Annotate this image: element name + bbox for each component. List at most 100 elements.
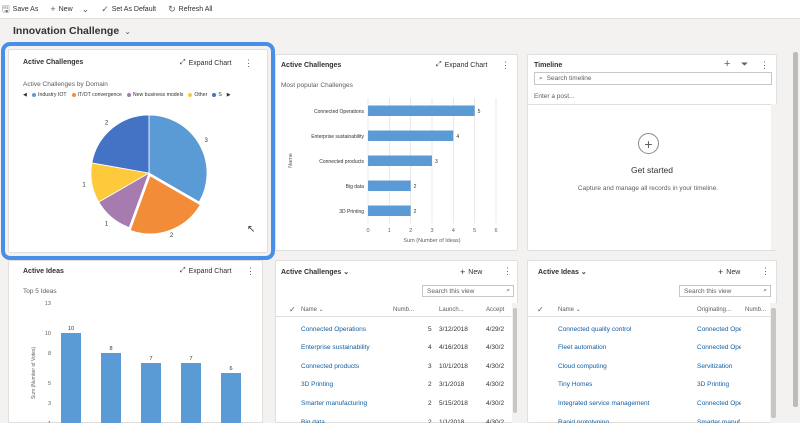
table-row[interactable]: Connected quality control Connected Ope [528,323,763,335]
more-options-icon[interactable]: ⋮ [761,266,770,276]
table-cell[interactable]: Connected quality control [558,325,632,333]
expand-chart-button[interactable]: ⤢ Expand Chart [180,267,232,275]
table-cell[interactable]: Big data [301,418,325,423]
column-header-launch[interactable]: Launch... [439,306,464,313]
set-as-default-button[interactable]: ✓ Set As Default [101,3,157,14]
pie-slice[interactable] [91,114,150,174]
column-header-number[interactable]: Numb... [393,306,415,313]
pie-slice[interactable] [148,114,208,203]
table-row[interactable]: Big data 2 1/1/2018 4/30/2 [276,416,511,423]
table-row[interactable]: Integrated service management Connected O… [528,397,763,409]
legend-swatch [71,93,76,97]
pie-slice[interactable] [129,175,201,235]
new-record-button[interactable]: + New [718,267,741,277]
scrollbar-thumb[interactable] [771,308,776,418]
new-record-button[interactable]: + New [460,267,483,277]
category-label: Big data [346,184,365,190]
bar[interactable] [61,333,81,423]
cursor-icon: ↖ [247,224,256,235]
column-header-accept[interactable]: Accept [486,306,505,313]
more-options-icon[interactable]: ⋮ [501,60,510,70]
bar[interactable] [368,205,411,217]
view-selector[interactable]: Active Ideas ⌄ [538,269,587,276]
bar[interactable] [368,155,432,167]
table-cell[interactable]: Smarter manufacturing [301,399,368,407]
table-row[interactable]: Cloud computing Servitization [528,360,763,372]
scrollbar[interactable] [771,104,777,250]
legend-item[interactable]: S [212,92,222,98]
view-selector[interactable]: Active Challenges ⌄ [281,269,350,276]
table-cell[interactable]: Tiny Homes [558,381,593,389]
table-cell[interactable]: Fleet automation [558,344,607,352]
more-options-icon[interactable]: ⋮ [246,266,255,276]
table-row[interactable]: Tiny Homes 3D Printing [528,379,763,391]
x-tick-label: 3 [430,228,433,234]
dashboard-selector[interactable]: Innovation Challenge ⌄ [13,25,131,37]
filter-icon[interactable]: ⏷ [741,59,749,69]
table-cell[interactable]: Integrated service management [558,399,650,407]
more-options-icon[interactable]: ⋮ [244,58,253,68]
refresh-all-button[interactable]: ↻ Refresh All [168,3,213,14]
table-cell: 4 [428,344,432,352]
table-row[interactable]: Connected Operations 5 3/12/2018 4/29/2 [276,323,511,335]
more-options-icon[interactable]: ⋮ [760,60,769,70]
column-header-name[interactable]: Name ⌄ [301,307,324,313]
scrollbar-thumb[interactable] [513,308,517,413]
column-header-name[interactable]: Name ⌄ [558,307,581,313]
add-icon[interactable]: + [724,58,731,70]
table-row[interactable]: Rapid prototyping Smarter manuf [528,416,763,423]
legend-swatch [188,93,193,97]
save-as-button[interactable]: 🖫 Save As [2,3,39,14]
select-all-checkbox[interactable]: ✓ [289,305,296,314]
select-all-checkbox[interactable]: ✓ [537,305,544,314]
bar-data-label: 7 [149,356,152,362]
table-cell[interactable]: Rapid prototyping [558,418,609,423]
page-title: Innovation Challenge [13,25,120,37]
table-row[interactable]: Connected products 3 10/1/2018 4/30/2 [276,360,511,372]
more-options-icon[interactable]: ⋮ [503,266,512,276]
grid-search-input[interactable]: Search this view ⌕ [422,285,514,297]
legend-item[interactable]: IT/OT convergence [71,92,122,98]
new-button[interactable]: + New ⌄ [50,3,90,14]
legend-label: New business models [132,92,184,98]
x-axis-title: Sum (Number of Ideas) [403,238,460,243]
legend-item[interactable]: New business models [126,92,184,98]
expand-chart-button[interactable]: ⤢ Expand Chart [436,61,488,69]
bar[interactable] [181,363,201,423]
legend-item[interactable]: Other [188,92,207,98]
bar[interactable] [368,105,475,117]
pie-data-label: 2 [170,233,174,239]
table-row[interactable]: Fleet automation Connected Ope [528,342,763,354]
table-cell: 4/16/2018 [439,344,468,352]
timeline-search-input[interactable]: ⌕ Search timeline [534,72,772,85]
column-header-originating[interactable]: Originating... [697,306,732,313]
legend-item[interactable]: Industry IOT [32,92,67,98]
bar[interactable] [141,363,161,423]
get-started-add-icon[interactable]: + [638,133,659,154]
grid-search-input[interactable]: Search this view ⌕ [679,285,771,297]
bar[interactable] [101,353,121,423]
table-cell[interactable]: Cloud computing [558,362,607,370]
bar[interactable] [368,130,454,142]
popular-challenges-chart-card: Active Challenges ⤢ Expand Chart ⋮ Most p… [275,54,518,251]
post-input[interactable]: Enter a post... [534,93,575,100]
expand-chart-button[interactable]: ⤢ Expand Chart [180,59,232,67]
table-cell[interactable]: Connected Operations [301,325,367,333]
legend-next-icon[interactable]: ▶ [226,92,231,98]
active-challenges-pie-card[interactable]: Active Challenges ⤢ Expand Chart ⋮ Active… [1,42,275,260]
table-row[interactable]: Enterprise sustainability 4 4/16/2018 4/30/… [276,342,511,354]
table-row[interactable]: Smarter manufacturing 2 5/15/2018 4/30/2 [276,397,511,409]
table-cell[interactable]: Connected products [301,362,360,370]
card-title: Active Ideas [23,268,64,275]
table-cell[interactable]: Enterprise sustainability [301,344,370,352]
column-header-number[interactable]: Numb... [745,306,767,313]
table-cell: 10/1/2018 [439,362,468,370]
bar[interactable] [221,373,241,423]
legend-prev-icon[interactable]: ◀ [23,92,27,98]
page-scrollbar-thumb[interactable] [793,52,798,407]
save-icon: 🖫 [2,3,10,14]
table-row[interactable]: 3D Printing 2 3/1/2018 4/30/2 [276,379,511,391]
table-cell[interactable]: 3D Printing [301,381,334,389]
table-cell: 1/1/2018 [439,418,465,423]
bar[interactable] [368,180,411,192]
